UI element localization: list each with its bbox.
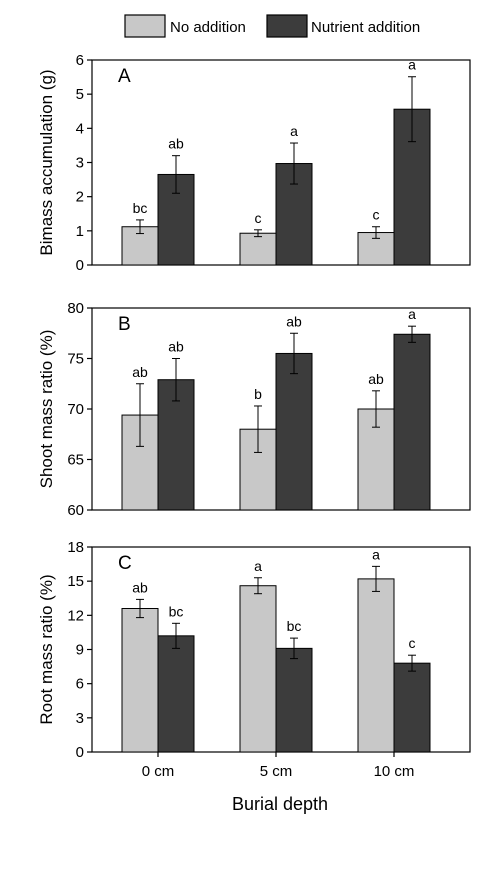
y-tick-label: 0: [76, 257, 84, 274]
legend: No addition Nutrient addition: [124, 14, 420, 38]
y-tick-label: 60: [67, 502, 84, 519]
significance-label: a: [408, 57, 416, 73]
y-tick-label: 75: [67, 351, 84, 368]
y-tick-label: 6: [76, 676, 84, 693]
y-tick-label: 65: [67, 452, 84, 469]
panel-label: B: [118, 314, 131, 335]
panel-a: 0 1 2 3 4 5 6 Bimass accumulation (g) Abc ab c a c a: [37, 52, 471, 274]
bar: [357, 578, 395, 753]
bar: [393, 333, 431, 511]
panel-c: 0 3 6 9 12 15 18 Root mass ratio (%) Cab bc 0 cm a b…: [37, 539, 471, 780]
significance-label: c: [409, 635, 416, 651]
significance-label: a: [408, 306, 416, 322]
y-axis-title: Shoot mass ratio (%): [37, 330, 56, 489]
significance-label: bc: [287, 618, 302, 634]
bar: [121, 608, 159, 753]
bar: [275, 647, 313, 753]
significance-label: ab: [132, 364, 148, 380]
significance-label: b: [254, 386, 262, 402]
panel-label: C: [118, 553, 132, 574]
bar: [393, 662, 431, 753]
y-tick-label: 15: [67, 573, 84, 590]
y-tick-label: 12: [67, 607, 84, 624]
bar: [275, 352, 313, 511]
significance-label: c: [373, 207, 380, 223]
y-tick-label: 18: [67, 539, 84, 556]
bar: [157, 379, 195, 511]
significance-label: bc: [169, 603, 184, 619]
significance-label: ab: [286, 313, 302, 329]
x-tick-label: 0 cm: [142, 763, 175, 780]
bar: [239, 232, 277, 266]
legend-swatch-nutrient-addition: [266, 14, 308, 38]
significance-label: ab: [168, 136, 184, 152]
significance-label: ab: [168, 339, 184, 355]
significance-label: bc: [133, 200, 148, 216]
y-axis-title: Root mass ratio (%): [37, 574, 56, 724]
legend-label-nutrient-addition: Nutrient addition: [311, 19, 420, 36]
y-tick-label: 6: [76, 52, 84, 69]
x-axis-title: Burial depth: [232, 794, 328, 814]
y-tick-label: 0: [76, 744, 84, 761]
y-tick-label: 1: [76, 223, 84, 240]
significance-label: ab: [132, 579, 148, 595]
panel-b: 60 65 70 75 80 Shoot mass ratio (%) Bab ab b ab ab…: [37, 300, 471, 519]
y-tick-label: 2: [76, 189, 84, 206]
significance-label: c: [255, 210, 262, 226]
significance-label: a: [290, 123, 298, 139]
x-tick-label: 10 cm: [374, 763, 415, 780]
y-tick-label: 3: [76, 155, 84, 172]
y-tick-label: 70: [67, 401, 84, 418]
y-tick-label: 80: [67, 300, 84, 317]
significance-label: a: [254, 558, 262, 574]
y-tick-label: 9: [76, 642, 84, 659]
significance-label: ab: [368, 371, 384, 387]
bar: [239, 585, 277, 753]
y-tick-label: 4: [76, 120, 84, 137]
bar: [157, 635, 195, 753]
panel-label: A: [118, 66, 131, 87]
y-axis-title: Bimass accumulation (g): [37, 69, 56, 255]
legend-label-no-addition: No addition: [170, 19, 246, 36]
significance-label: a: [372, 546, 380, 562]
legend-swatch-no-addition: [124, 14, 166, 38]
x-tick-label: 5 cm: [260, 763, 293, 780]
y-tick-label: 3: [76, 710, 84, 727]
y-tick-label: 5: [76, 86, 84, 103]
